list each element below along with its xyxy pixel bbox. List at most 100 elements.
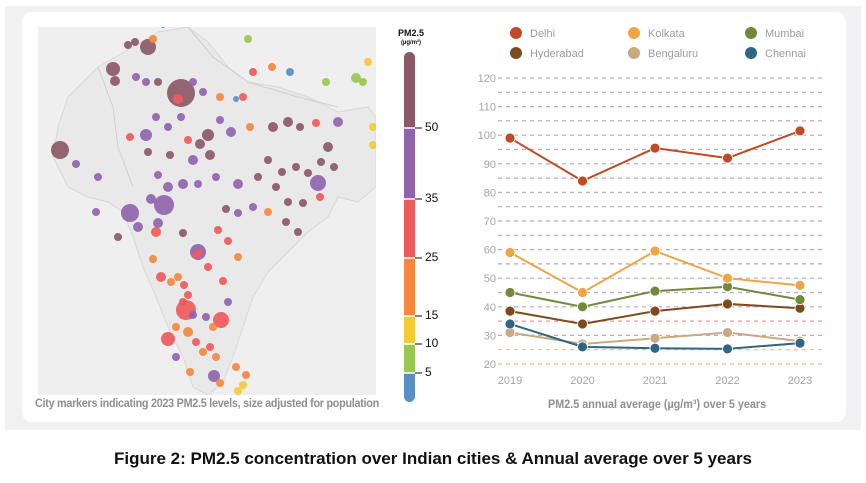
data-point [504,318,516,330]
city-marker [249,68,257,76]
data-point [504,132,516,144]
city-marker [189,311,197,319]
city-marker [202,129,214,141]
y-tick-label: 50 [484,273,496,285]
legend-label: Delhi [530,28,555,40]
y-tick-label: 60 [484,245,496,257]
y-axis-ticks: 120 110 100 90 80 70 60 50 40 30 20 [478,73,496,371]
city-marker [160,27,166,28]
city-marker [246,123,254,131]
city-markers [51,27,376,395]
series-kolkata [504,245,806,298]
city-marker [172,323,180,331]
city-marker [94,173,102,181]
city-marker [294,228,302,236]
city-marker [233,179,243,189]
colorbar [404,52,422,402]
city-marker [164,123,172,131]
colorbar-band [404,128,415,199]
city-marker [286,68,294,76]
series-mumbai [504,281,806,313]
city-marker [330,163,338,171]
x-tick-label: 2023 [788,375,812,387]
legend-item-delhi: Delhi [510,27,555,40]
city-marker [369,141,376,149]
city-marker [189,78,197,86]
data-point [722,327,733,338]
city-marker [154,195,174,215]
city-marker [126,133,134,141]
y-tick-label: 70 [484,216,496,228]
data-point [649,245,661,257]
city-marker [184,291,192,299]
colorbar-band [404,52,415,128]
legend-item-mumbai: Mumbai [745,27,804,40]
data-point [577,287,588,298]
city-marker [151,227,161,237]
city-marker [234,209,242,217]
city-marker [272,183,280,191]
city-marker [173,94,183,104]
city-marker [233,96,239,102]
city-marker [216,93,224,101]
city-marker [192,251,200,259]
city-marker [199,348,207,356]
colorbar-band [404,373,415,402]
city-marker [304,169,312,177]
colorbar-tick-label: 50 [425,120,439,134]
city-marker [222,205,230,213]
city-marker [154,78,162,86]
city-marker [149,35,157,43]
data-point [649,142,661,154]
city-marker [146,194,156,204]
data-point [504,305,516,317]
city-marker [156,272,166,282]
city-marker [244,35,252,43]
city-marker [149,255,157,263]
city-marker [213,312,229,328]
data-point [649,305,661,317]
colorbar-band [404,344,415,373]
city-marker [219,277,227,285]
x-axis-ticks: 2019 2020 2021 2022 2023 [498,375,812,387]
city-marker [278,168,286,176]
data-point [722,343,733,355]
city-marker [106,62,120,76]
data-point [504,247,516,258]
city-marker [183,327,193,337]
city-marker [51,141,69,159]
map-canvas [51,27,376,395]
legend-label: Mumbai [765,28,804,40]
legend-swatch [510,47,522,59]
legend-swatch [628,27,640,39]
city-marker [180,281,188,289]
legend-label: Hyderabad [530,48,584,60]
city-marker [299,199,307,207]
city-marker [239,381,247,389]
data-point [722,152,733,164]
city-marker [312,119,320,127]
city-marker [226,127,236,137]
x-tick-label: 2021 [643,375,667,387]
legend-item-kolkata: Kolkata [628,27,686,40]
colorbar-title-text: PM2.5 [397,28,424,38]
chart-series [504,125,806,355]
city-marker [133,222,143,232]
city-marker [316,193,324,201]
x-tick-label: 2022 [715,375,739,387]
colorbar-band [404,316,415,344]
city-marker [224,237,232,245]
y-tick-label: 80 [484,187,496,199]
y-tick-label: 120 [478,73,496,85]
city-marker [186,368,194,376]
legend-item-hyderabad: Hyderabad [510,47,584,60]
series-hyderabad [504,298,806,330]
data-point [794,337,806,349]
city-marker [161,332,175,346]
colorbar-tick-label: 5 [425,365,432,379]
city-marker [234,253,242,261]
city-marker [364,58,372,66]
legend-label: Kolkata [648,28,686,40]
border-line [187,27,339,108]
series-chennai [504,318,806,355]
